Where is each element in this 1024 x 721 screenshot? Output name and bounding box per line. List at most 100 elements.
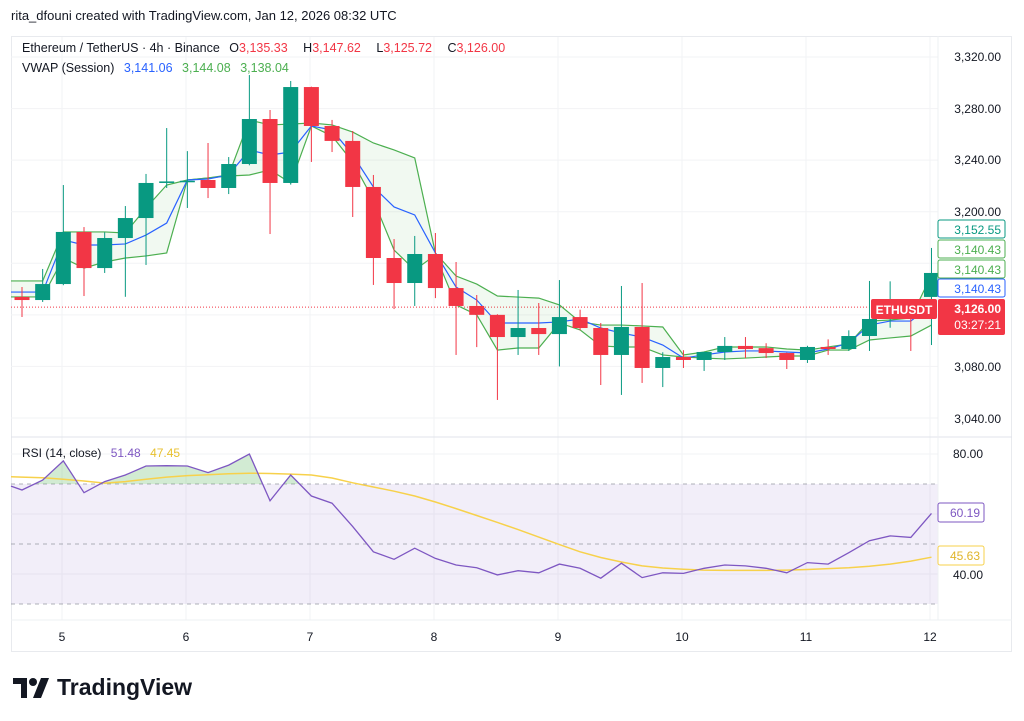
candle — [696, 351, 712, 371]
candle-body — [469, 305, 485, 315]
vwap-title[interactable]: VWAP (Session) — [22, 61, 115, 75]
price-label: 3,280.00 — [954, 102, 1001, 116]
candle — [469, 295, 485, 348]
candle-body — [923, 272, 939, 297]
candle — [35, 268, 51, 302]
symbol-tag-label: ETHUSDT — [876, 303, 933, 317]
vwap-lower-line — [11, 125, 932, 360]
candle-body — [76, 231, 92, 269]
time-label: 5 — [59, 630, 66, 644]
time-label: 10 — [675, 630, 689, 644]
rsi-axis-label: 80.00 — [953, 447, 983, 461]
candle-body — [593, 328, 609, 355]
rsi-title[interactable]: RSI (14, close) — [22, 446, 102, 460]
current-price-tag — [938, 299, 1005, 335]
vwap-lower-tag — [937, 259, 1006, 279]
vwap-band-fill — [11, 120, 932, 359]
candle — [262, 109, 278, 235]
candle — [200, 142, 216, 199]
vwap-legend[interactable]: VWAP (Session) 3,141.06 3,144.08 3,138.0… — [22, 61, 295, 75]
candle — [551, 280, 567, 367]
candles — [14, 75, 939, 400]
candle-body — [427, 254, 443, 289]
candle — [799, 345, 815, 363]
vwap-value: 3,140.43 — [954, 282, 1001, 296]
candle-body — [200, 179, 216, 188]
candle-body — [303, 87, 319, 126]
vwap-upper-value: 3,144.08 — [182, 61, 231, 75]
chart-caption: rita_dfouni created with TradingView.com… — [11, 8, 397, 23]
candle-body — [779, 353, 795, 360]
candle — [138, 173, 154, 265]
price-label: 3,240.00 — [954, 153, 1001, 167]
candle — [179, 151, 195, 208]
last-close-tag — [937, 219, 1006, 239]
candle — [861, 280, 877, 351]
candle — [675, 350, 691, 368]
candle — [241, 75, 257, 166]
candle — [758, 343, 774, 359]
time-label: 6 — [183, 630, 190, 644]
candle — [324, 119, 340, 153]
candle-body — [14, 296, 30, 301]
rsi-axis-label: 40.00 — [953, 568, 983, 582]
candle-body — [675, 357, 691, 360]
current-price-value: 3,126.00 — [954, 302, 1001, 316]
candle — [572, 309, 588, 331]
candle-body — [510, 328, 526, 338]
candle — [365, 174, 381, 285]
time-label: 11 — [800, 630, 813, 644]
candle — [55, 185, 71, 286]
candle — [655, 352, 671, 388]
candle — [303, 86, 319, 162]
last-close-value: 3,152.55 — [954, 223, 1001, 237]
symbol-title[interactable]: Ethereum / TetherUS · 4h · Binance — [22, 41, 220, 55]
candle — [593, 322, 609, 385]
rsi-tag-value: 60.19 — [950, 506, 980, 520]
candle-body — [531, 328, 547, 335]
price-label: 3,040.00 — [954, 412, 1001, 426]
vwap-lower-value: 3,138.04 — [240, 61, 289, 75]
price-label: 3,200.00 — [954, 205, 1001, 219]
time-label: 7 — [307, 630, 314, 644]
candle — [76, 227, 92, 297]
vwap-upper-value: 3,140.43 — [954, 243, 1001, 257]
symbol-legend[interactable]: Ethereum / TetherUS · 4h · Binance O3,13… — [22, 41, 517, 55]
rsi-overbought-fill — [11, 454, 932, 484]
candle — [159, 128, 175, 188]
low-value: L3,125.72 — [376, 41, 432, 55]
price-tags: 3,152.55 3,140.43 3,140.43 3,140.43 ETHU… — [871, 219, 1006, 566]
rsi-value: 51.48 — [110, 446, 141, 460]
time-label: 9 — [555, 630, 562, 644]
candle-body — [97, 238, 113, 269]
candle — [386, 239, 402, 310]
rsi-legend[interactable]: RSI (14, close) 51.48 47.45 — [22, 446, 186, 460]
candle-body — [634, 326, 650, 368]
candle-body — [799, 346, 815, 360]
vwap-line — [11, 125, 932, 359]
candle-body — [572, 317, 588, 329]
close-value: C3,126.00 — [447, 41, 506, 55]
time-label: 8 — [431, 630, 438, 644]
tradingview-logo[interactable]: TradingView — [13, 674, 192, 701]
candle — [407, 235, 423, 306]
candle — [448, 261, 464, 355]
candle — [531, 302, 547, 355]
candle — [613, 285, 629, 395]
candle-body — [35, 284, 51, 301]
rsi-tag — [937, 502, 985, 523]
candle-body — [324, 125, 340, 141]
candle-body — [159, 181, 175, 183]
price-label: 3,080.00 — [954, 360, 1001, 374]
candle — [923, 247, 939, 346]
candle — [489, 314, 505, 400]
candle-body — [262, 119, 278, 183]
candle-body — [613, 326, 629, 355]
candle-body — [117, 218, 133, 239]
candle-body — [841, 336, 857, 350]
candle — [427, 232, 443, 299]
vwap-upper-line — [11, 119, 933, 356]
rsi-ma-tag-value: 45.63 — [950, 549, 980, 563]
chart-frame — [11, 36, 1012, 652]
